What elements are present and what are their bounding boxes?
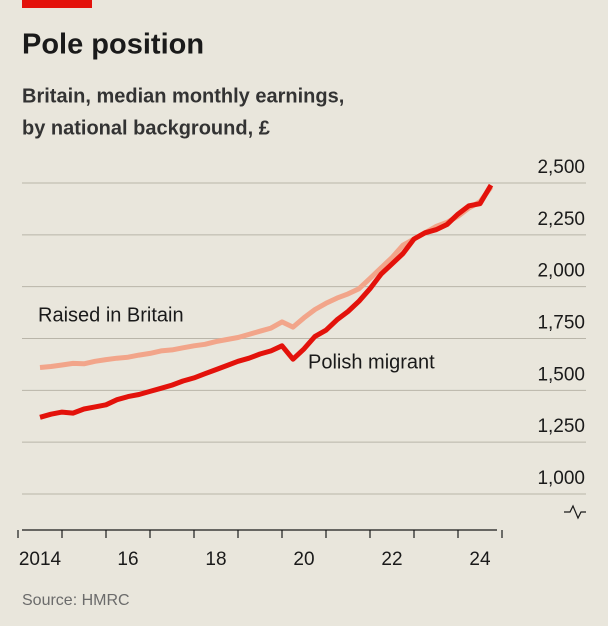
chart-title: Pole position <box>22 29 204 61</box>
chart-subtitle: by national background, £ <box>22 117 270 139</box>
y-tick-label: 2,000 <box>537 261 585 282</box>
y-tick-label: 1,000 <box>537 468 585 489</box>
series-label: Polish migrant <box>308 351 435 373</box>
axis-break <box>564 504 586 520</box>
chart-subtitle: Britain, median monthly earnings, <box>22 85 344 107</box>
series-line <box>39 185 493 370</box>
y-tick-label: 1,250 <box>537 416 585 437</box>
x-tick-label: 24 <box>469 549 491 570</box>
y-tick-label: 2,500 <box>537 157 585 178</box>
x-tick-label: 20 <box>293 549 314 570</box>
y-tick-label: 2,250 <box>537 209 585 230</box>
source: Source: HMRC <box>22 592 130 609</box>
x-tick-label: 18 <box>205 549 226 570</box>
x-tick-label: 16 <box>117 549 138 570</box>
brand-bar <box>22 0 92 8</box>
y-tick-label: 1,750 <box>537 313 585 334</box>
x-tick-label: 22 <box>381 549 402 570</box>
x-tick-label: 2014 <box>19 549 62 570</box>
y-tick-label: 1,500 <box>537 364 585 385</box>
series-line <box>39 183 494 420</box>
series-label: Raised in Britain <box>38 304 184 326</box>
